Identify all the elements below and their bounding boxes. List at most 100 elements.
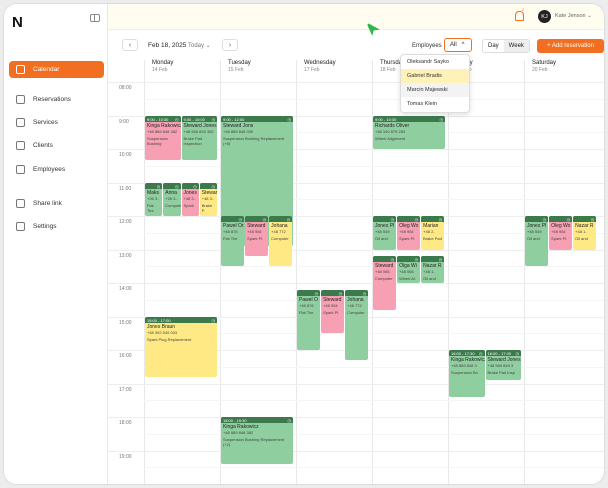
today-button[interactable]: Today ⌄ (188, 43, 211, 49)
reservation-card[interactable]: ◷ Pawel O +48 876 Flat Tire (297, 289, 321, 350)
prev-week-button[interactable]: ‹ (122, 39, 138, 51)
day-header[interactable]: Thursday 18 Feb (372, 60, 405, 81)
client-phone: +48 549 (527, 229, 542, 234)
client-name: Kinga Rakowicz (147, 122, 181, 129)
client-phone: +48 889 848 382 (147, 128, 178, 134)
half-hour-line (144, 333, 604, 335)
client-name: Marian (423, 223, 439, 229)
client-phone: +48 569 849 3 (487, 363, 514, 368)
client-phone: +48 3.. (183, 195, 196, 201)
day-name: Tuesday (228, 60, 251, 66)
service-name: Spark Pl. (551, 236, 568, 241)
reservation-card[interactable]: 16:00 - 17:00 ◷ Steward Jones +48 569 849 3… (485, 350, 521, 381)
hour-label: 14:00 (119, 286, 132, 292)
sidebar-item-employees[interactable]: Employees (9, 161, 104, 178)
day-view-button[interactable]: Day (488, 43, 499, 49)
reservation-card[interactable]: ◷Steward+48 3..Brake P. (199, 182, 217, 216)
bell-icon[interactable] (515, 11, 524, 21)
reservation-time-bar: ◷ (321, 289, 345, 296)
reservation-card[interactable]: 15:00 - 17:00 ◷ Jones Braun +48 392 549 003… (145, 316, 217, 377)
client-phone: +48 889 848 3 (451, 363, 477, 368)
reservation-card[interactable]: ◷ Jones Pl +48 549 Oil and (373, 216, 397, 250)
client-name: Steward Jons (223, 122, 254, 129)
reservation-card[interactable]: ◷ Steward +48 954 Spark Pl. (245, 216, 269, 257)
employee-option[interactable]: Tomas Klein (407, 101, 437, 107)
client-phone: +48 876 (223, 229, 238, 234)
notification-count: 2 (522, 7, 525, 12)
reservation-card[interactable]: 9:00 - 10:00 ◷ Steward Jones +48 569 849 38… (181, 115, 217, 161)
reservation-time-bar: 9:00 - 12:00 ◷ (221, 115, 293, 122)
reservation-time-bar: 9:00 - 10:30 ◷ (373, 115, 445, 122)
app-logo: N (12, 14, 23, 31)
reservation-card[interactable]: ◷Pawel Orzel+48 876 Flat Tire (221, 216, 245, 267)
day-header[interactable]: Tuesday 15 Feb (220, 60, 251, 81)
employee-option[interactable]: Gabriel Bradis (401, 69, 469, 83)
reservation-card[interactable]: ◷ Oleg Wo +48 954 Spark Pl. (549, 216, 573, 250)
client-phone: +48 889 848 390 (223, 128, 254, 134)
reservation-time-bar: 15:00 - 17:00 ◷ (145, 316, 217, 323)
clock-icon: ◷ (438, 257, 443, 263)
clock-icon: ◷ (362, 290, 367, 296)
reservation-card[interactable]: 18:00 - 19:30 ◷ Kinga Rakowicz +48 889 848 … (221, 417, 293, 464)
app-window: N Calendar Reservations Services Clients Emp… (3, 3, 605, 485)
sidebar-item-reservations[interactable]: Reservations (9, 91, 104, 108)
day-column-divider (372, 60, 373, 484)
reservation-card[interactable]: ◷ Steward +48 954 Spark Pl. (321, 289, 345, 334)
sidebar-item-share-link[interactable]: Share link (9, 195, 104, 212)
reservation-card[interactable]: 9:00 - 10:30 ◷ Kinga Rakowicz +48 889 848 3… (145, 115, 181, 161)
day-date: 18 Feb (380, 67, 396, 73)
clock-icon: ◷ (156, 183, 161, 189)
reservation-card[interactable]: ◷ Oleg Wo +48 954 Spark Pl. (397, 216, 421, 250)
sidebar-item-clients[interactable]: Clients (9, 137, 104, 154)
reservation-card[interactable]: ◷ Maks +26 3.. Flat Tire (145, 182, 163, 216)
client-name: Nazar R (423, 263, 442, 270)
hour-label: 13:00 (119, 252, 132, 259)
sidebar-item-services[interactable]: Services (9, 114, 104, 131)
reservation-card[interactable]: ◷ Jones Pl +48 549 Oil and (525, 216, 549, 267)
reservation-time: 16:00 - 17:00 (487, 351, 512, 356)
service-name: Suspension Bushing Replacement (+8) (223, 135, 285, 146)
add-reservation-button[interactable]: + Add reservation (537, 39, 604, 53)
reservation-card[interactable]: ◷ Johana +48 772 Computer (269, 216, 293, 267)
day-header[interactable]: Wednesday 17 Feb (296, 60, 336, 81)
services-icon (16, 118, 25, 127)
reservation-time-bar: ◷ (345, 289, 369, 296)
reservation-card[interactable]: ◷ Jones +48 3.. Spark (181, 182, 199, 216)
reservation-time: 18:00 - 19:30 (223, 418, 247, 423)
service-name: Spark Pl. (323, 309, 340, 315)
reservation-card[interactable]: ◷Anna+26 3..Computer (163, 182, 181, 216)
reservation-card[interactable]: ◷ Steward +48 065 Computer (373, 256, 397, 310)
hour-line (108, 450, 604, 452)
reservation-time-bar: ◷ (397, 256, 421, 263)
sidebar-item-calendar[interactable]: Calendar (9, 61, 104, 78)
reservation-card[interactable]: ◷ Marian +48 2.. Brake Pad (421, 216, 445, 250)
client-name: Steward (201, 189, 217, 196)
employees-select[interactable]: All ^ (444, 38, 472, 52)
client-phone: +48 2.. (423, 229, 436, 234)
client-name: Oleg Wo (399, 223, 419, 229)
week-view-button[interactable]: Week (503, 40, 529, 52)
employee-option[interactable]: Oleksandr Sayko (407, 59, 449, 65)
reservation-card[interactable]: ◷ Nazar R +48 1.. Oil and (421, 256, 445, 283)
user-name[interactable]: Kate Jenson ⌄ (555, 13, 592, 19)
service-name: Suspension Bushing (147, 135, 168, 146)
reservation-card[interactable]: 9:00 - 10:30 ◷ Richards Oliver +48 190 875 … (373, 115, 445, 149)
reservation-card[interactable]: ◷ Olga Wi +48 068 Wheel Al. (397, 256, 421, 283)
day-header[interactable]: Saturday 20 Feb (524, 60, 556, 81)
collapse-sidebar-icon[interactable] (90, 14, 100, 22)
reservation-time-bar: ◷ (421, 216, 445, 222)
reservation-time-bar: ◷ (269, 216, 293, 222)
clock-icon: ◷ (542, 217, 547, 222)
day-date: 14 Feb (152, 67, 168, 73)
employee-option[interactable]: Marcin Majewski (401, 83, 469, 97)
avatar[interactable]: KJ (538, 10, 551, 23)
next-week-button[interactable]: › (222, 39, 238, 51)
reservation-time-bar: 16:00 - 17:00 ◷ (485, 350, 521, 356)
sidebar-item-settings[interactable]: Settings (9, 218, 104, 235)
sidebar-item-label: Reservations (33, 96, 71, 103)
client-name: Steward (375, 263, 394, 270)
reservation-card[interactable]: 16:00 - 17:30 ◷ Kinga Rakowicz +48 889 848 … (449, 350, 485, 397)
reservation-card[interactable]: ◷ Johana +48 772 Computer (345, 289, 369, 361)
day-header[interactable]: Monday 14 Feb (144, 60, 173, 81)
reservation-card[interactable]: ◷ Nazar R +48 1.. Oil and (573, 216, 597, 250)
